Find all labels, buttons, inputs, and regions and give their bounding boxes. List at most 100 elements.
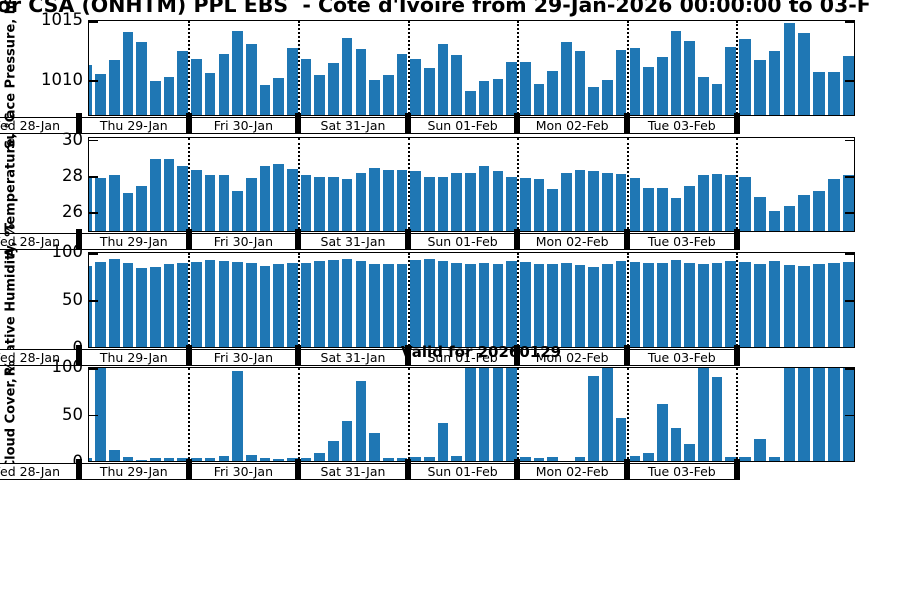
data-bar [798,33,810,115]
day-boundary-dotted-line [188,368,191,461]
day-boundary-dotted-line [517,138,520,231]
day-tick-mark [404,113,411,134]
y-tick-mark-right [845,80,854,82]
data-bar [615,50,627,115]
day-boundary-dotted-line [736,138,739,231]
day-boundary-dotted-line [407,368,410,461]
day-label: Sun 01-Feb [427,350,498,365]
data-bar [725,457,737,461]
y-tick-label: 30 [62,129,83,149]
day-label: Tue 03-Feb [647,464,716,479]
data-bar [218,174,230,231]
data-bar [314,260,326,347]
data-bar [245,177,257,231]
data-bar [424,176,435,231]
data-bar [828,262,840,347]
data-bar [232,31,243,115]
y-tick-mark-left [89,414,98,417]
data-bar [656,404,668,461]
y-tick-mark-left [89,253,98,255]
data-bar [643,452,654,461]
day-label: Tue 03-Feb [647,234,716,249]
data-bar [698,264,709,347]
day-tick-mark [295,459,302,480]
data-bar [437,44,449,115]
day-label-band [0,233,737,250]
day-tick-mark [185,345,192,366]
data-bar [177,262,189,347]
day-boundary-dotted-line [736,21,739,115]
data-bar [684,40,695,115]
data-bar [813,368,825,461]
y-tick-label: 100 [51,357,84,376]
data-bar [341,421,353,461]
data-bar [108,174,120,231]
data-bar [437,423,449,461]
data-bar [643,187,654,231]
day-tick-mark [514,113,521,134]
data-bar [698,174,709,231]
data-bar [355,381,367,461]
day-label: Thu 29-Jan [99,350,168,365]
day-boundary-dotted-line [736,253,739,347]
day-tick-mark [185,113,192,134]
data-bar [163,458,175,461]
day-tick-mark [733,113,740,134]
data-bar [163,264,175,347]
data-bar [842,56,854,115]
y-tick-label: 26 [62,202,83,222]
data-bar [273,264,284,347]
data-bar [177,51,189,115]
data-bar [783,205,796,231]
data-bar [369,263,380,347]
data-bar [410,171,421,231]
day-label: Sun 01-Feb [427,464,498,479]
data-bar [725,46,737,115]
data-bar [341,38,353,115]
data-bar [711,376,723,461]
data-bar [783,368,796,461]
data-bar [739,39,751,115]
data-bar [287,168,298,231]
data-bar [465,263,476,347]
data-bar [739,457,751,461]
data-bar [519,261,531,347]
day-tick-mark [76,113,82,134]
day-tick-mark [514,459,521,480]
day-tick-mark [624,345,630,366]
data-bar [465,173,476,231]
data-bar [122,32,134,115]
day-tick-mark [404,229,411,250]
day-boundary-dotted-line [626,253,629,347]
y-tick-mark-right [845,461,854,462]
data-bar [492,171,504,231]
data-bar [574,169,586,231]
data-bar [684,262,695,347]
subplot-2 [88,137,855,232]
data-bar [287,458,298,461]
data-bar [711,174,723,231]
data-bar [95,368,106,461]
day-label: Fri 30-Jan [213,464,274,479]
data-bar [629,177,641,231]
data-bar [768,51,781,115]
data-bar [369,80,380,115]
data-bar [754,196,766,231]
y-tick-mark-left [89,176,98,178]
data-bar [232,261,243,347]
day-boundary-dotted-line [407,21,410,115]
data-bar [355,49,367,115]
data-bar [739,261,751,347]
data-bar [300,262,312,347]
data-bar [588,87,600,115]
data-bar [828,368,840,461]
data-bar [287,47,298,115]
day-tick-mark [514,229,521,250]
data-bar [259,266,271,347]
day-tick-mark [185,459,192,480]
data-bar [259,458,271,461]
day-boundary-dotted-line [517,253,520,347]
data-bar [698,368,709,461]
data-bar [300,174,312,231]
data-bar [842,261,854,347]
